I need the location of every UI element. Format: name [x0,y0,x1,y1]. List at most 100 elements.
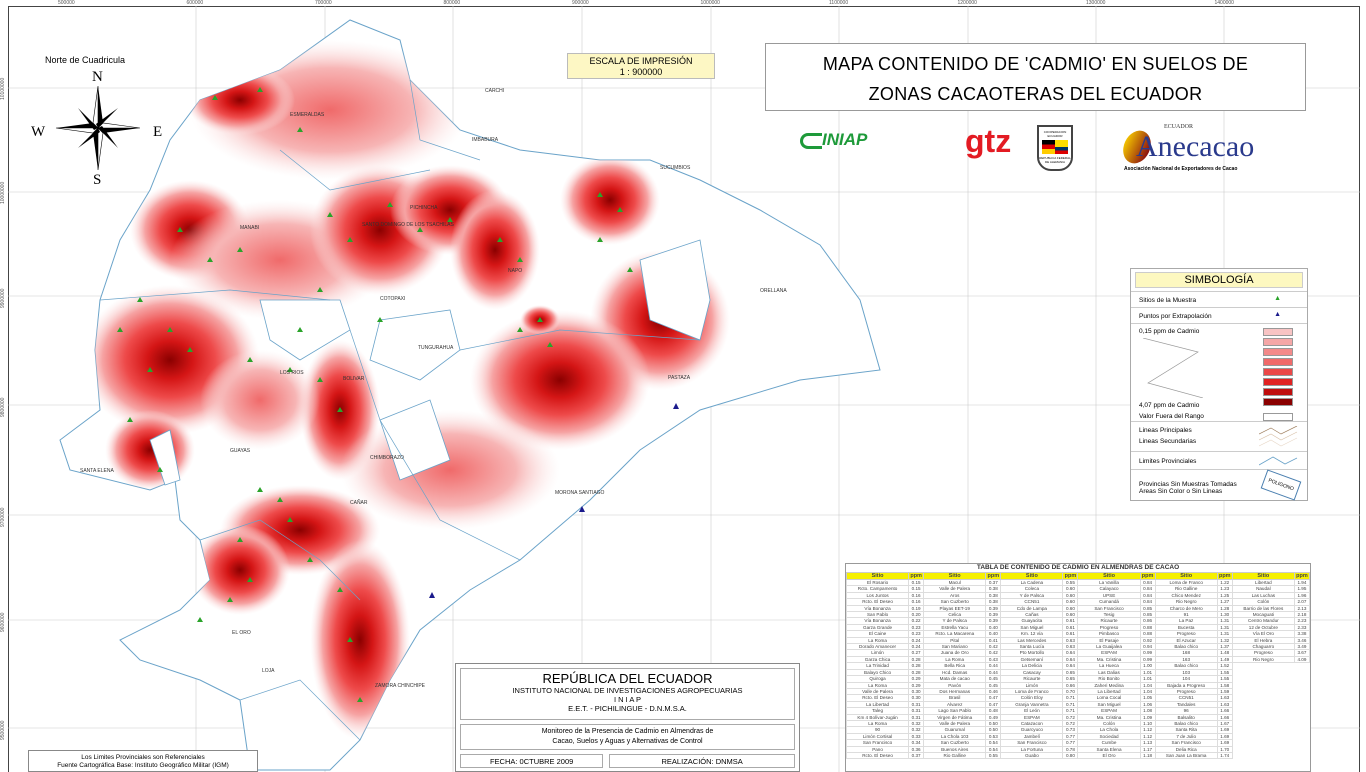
ramp-swatch [1263,398,1293,406]
iniap-logo-text: INIAP [822,130,868,149]
sample-site-marker [247,357,253,362]
ppm-cell: 0.53 [985,732,1002,741]
west-label: W [31,124,46,140]
title-line-1: MAPA CONTENIDO DE 'CADMIO' EN SUELOS DE [822,54,1249,74]
ppm-cell: 3.49 [1293,643,1310,651]
ppm-cell: 0.65 [1062,668,1079,677]
province-label: NAPO [508,268,523,274]
province-label: PASTAZA [668,375,691,381]
ppm-cell: 0.61 [1062,623,1079,632]
province-label: CARCHI [485,88,505,94]
ppm-cell: 0.37 [908,751,925,760]
ppm-cell: 0.32 [908,719,925,728]
sample-site-marker [317,377,323,382]
ramp-swatch [1263,348,1293,356]
ppm-cell: 0.34 [908,739,925,747]
ppm-cell: 0.88 [1139,623,1156,632]
map-title: MAPA CONTENIDO DE 'CADMIO' EN SUELOS DE … [765,43,1306,111]
ppm-cell: 1.12 [1139,726,1156,734]
flags-icon [1042,140,1068,154]
site-cell [1232,752,1294,758]
ppm-cell: 0.40 [985,623,1002,632]
ppm-cell: 0.29 [908,675,925,683]
table-row: La Roma 0.32 Valle de Palera 0.50 Catazacon 0… [846,719,1310,728]
ramp-swatch [1263,328,1293,336]
ppm-cell: 1.49 [1216,655,1233,664]
sample-site-marker [157,467,163,472]
table-row: Garza Chica 0.28 La Roma 0.43 Getsemaní 0.64 M… [846,655,1310,664]
table-row: Balayo Chico 0.28 Hcd. Damas 0.44 Casacay 0.6… [846,668,1310,677]
legend-no-samples: Provincias Sin Muestras Tomadas Areas Si… [1131,469,1307,503]
province-label: CHIMBORAZO [370,455,404,461]
ppm-cell: 1.08 [1139,707,1156,715]
column-header-ppm: ppm [908,572,925,580]
sample-site-marker [377,317,383,322]
sample-site-marker [547,342,553,347]
sample-site-marker [417,227,423,232]
column-header-ppm: ppm [1139,572,1156,580]
ppm-cell: 0.54 [985,745,1002,754]
ppm-cell: 0.60 [1062,610,1079,619]
sample-site-marker [237,247,243,252]
ppm-cell: 1.04 [1139,687,1156,696]
anecacao-logo: ECUADOR Anecacao Asociación Nacional de … [1118,124,1282,176]
legend-no-samples-1: Provincias Sin Muestras Tomadas [1139,481,1237,488]
ppm-cell: 1.67 [1216,719,1233,728]
sample-site-marker [207,257,213,262]
ppm-cell: 1.66 [1216,713,1233,721]
north-label: N [92,69,103,85]
sample-site-marker [537,317,543,322]
sample-site-marker [387,202,393,207]
ramp-swatch [1263,338,1293,346]
sample-site-marker [357,697,363,702]
column-header-site: Sitio [923,572,987,580]
province-label: COTOPAXI [380,296,406,302]
legend-secondary-lines: Lineas Secundarias [1139,438,1197,445]
table-row: El Caine 0.23 Rcto. La Macarena 0.40 Km. 12 … [846,630,1310,638]
ppm-cell: 1.00 [1139,662,1156,670]
sample-site-marker [257,487,263,492]
anecacao-name: Anecacao [1136,130,1255,163]
ppm-cell: 1.37 [1216,643,1233,651]
ppm-cell: 1.28 [1216,604,1233,613]
sample-site-marker [327,212,333,217]
polygon-icon: POLIGONO [1260,469,1302,501]
ppm-cell: 0.15 [908,578,925,587]
legend-min: 0,15 ppm de Cadmio [1139,328,1200,335]
sample-site-marker [517,327,523,332]
date-field: FECHA: 0CTUBRE 2009 [460,754,604,768]
ppm-cell: 0.88 [1139,630,1156,638]
sample-site-marker [127,417,133,422]
province-label: SANTO DOMINGO DE LOS TSACHILAS [362,222,454,228]
note-line-1: Los Limites Provinciales son Referencial… [81,754,205,761]
institution-header: REPÚBLICA DEL ECUADOR INSTITUTO NACIONAL… [460,668,795,720]
sample-site-marker [497,237,503,242]
table-row: La Roma 0.24 Pital 0.41 Las Mercedes 0.63 El P… [846,636,1310,645]
sample-site-marker [237,537,243,542]
legend-no-samples-2: Areas Sin Color o Sin Lineas [1139,488,1223,495]
grid-x-label: 600000 [186,0,204,6]
ppm-cell: 0.41 [985,636,1002,645]
ppm-cell: 1.63 [1216,694,1233,702]
ppm-cell: 3.38 [1293,630,1310,638]
note-line-2: Fuente Cartográfica Base: Instituto Geog… [57,762,229,769]
ppm-cell: 1.55 [1216,675,1233,683]
column-header-site: Sitio [1231,572,1295,580]
ppm-cell: 0.38 [985,585,1002,593]
table-row: Limón Cortisal 0.33 La Chola 103 0.53 Jambel… [846,732,1310,741]
sample-site-marker [287,367,293,372]
ppm-cell: 1.10 [1139,719,1156,728]
ppm-cell: 0.39 [985,617,1002,625]
province-label: ZAMORA CHINCHIPE [375,683,426,689]
ppm-cell: 1.70 [1216,745,1233,754]
gtz-logo: gtz [965,123,1012,159]
sample-site-marker [277,497,283,502]
ppm-cell: 0.16 [908,591,925,600]
south-label: S [93,172,102,188]
scale-value: 1 : 900000 [619,67,663,77]
column-header-ppm: ppm [1216,572,1233,580]
project-line-2: Cacao, Suelos y Aguas y Alternativas de … [552,738,703,745]
province-label: MORONA SANTIAGO [555,490,605,496]
boundary-line-icon [1259,456,1298,466]
